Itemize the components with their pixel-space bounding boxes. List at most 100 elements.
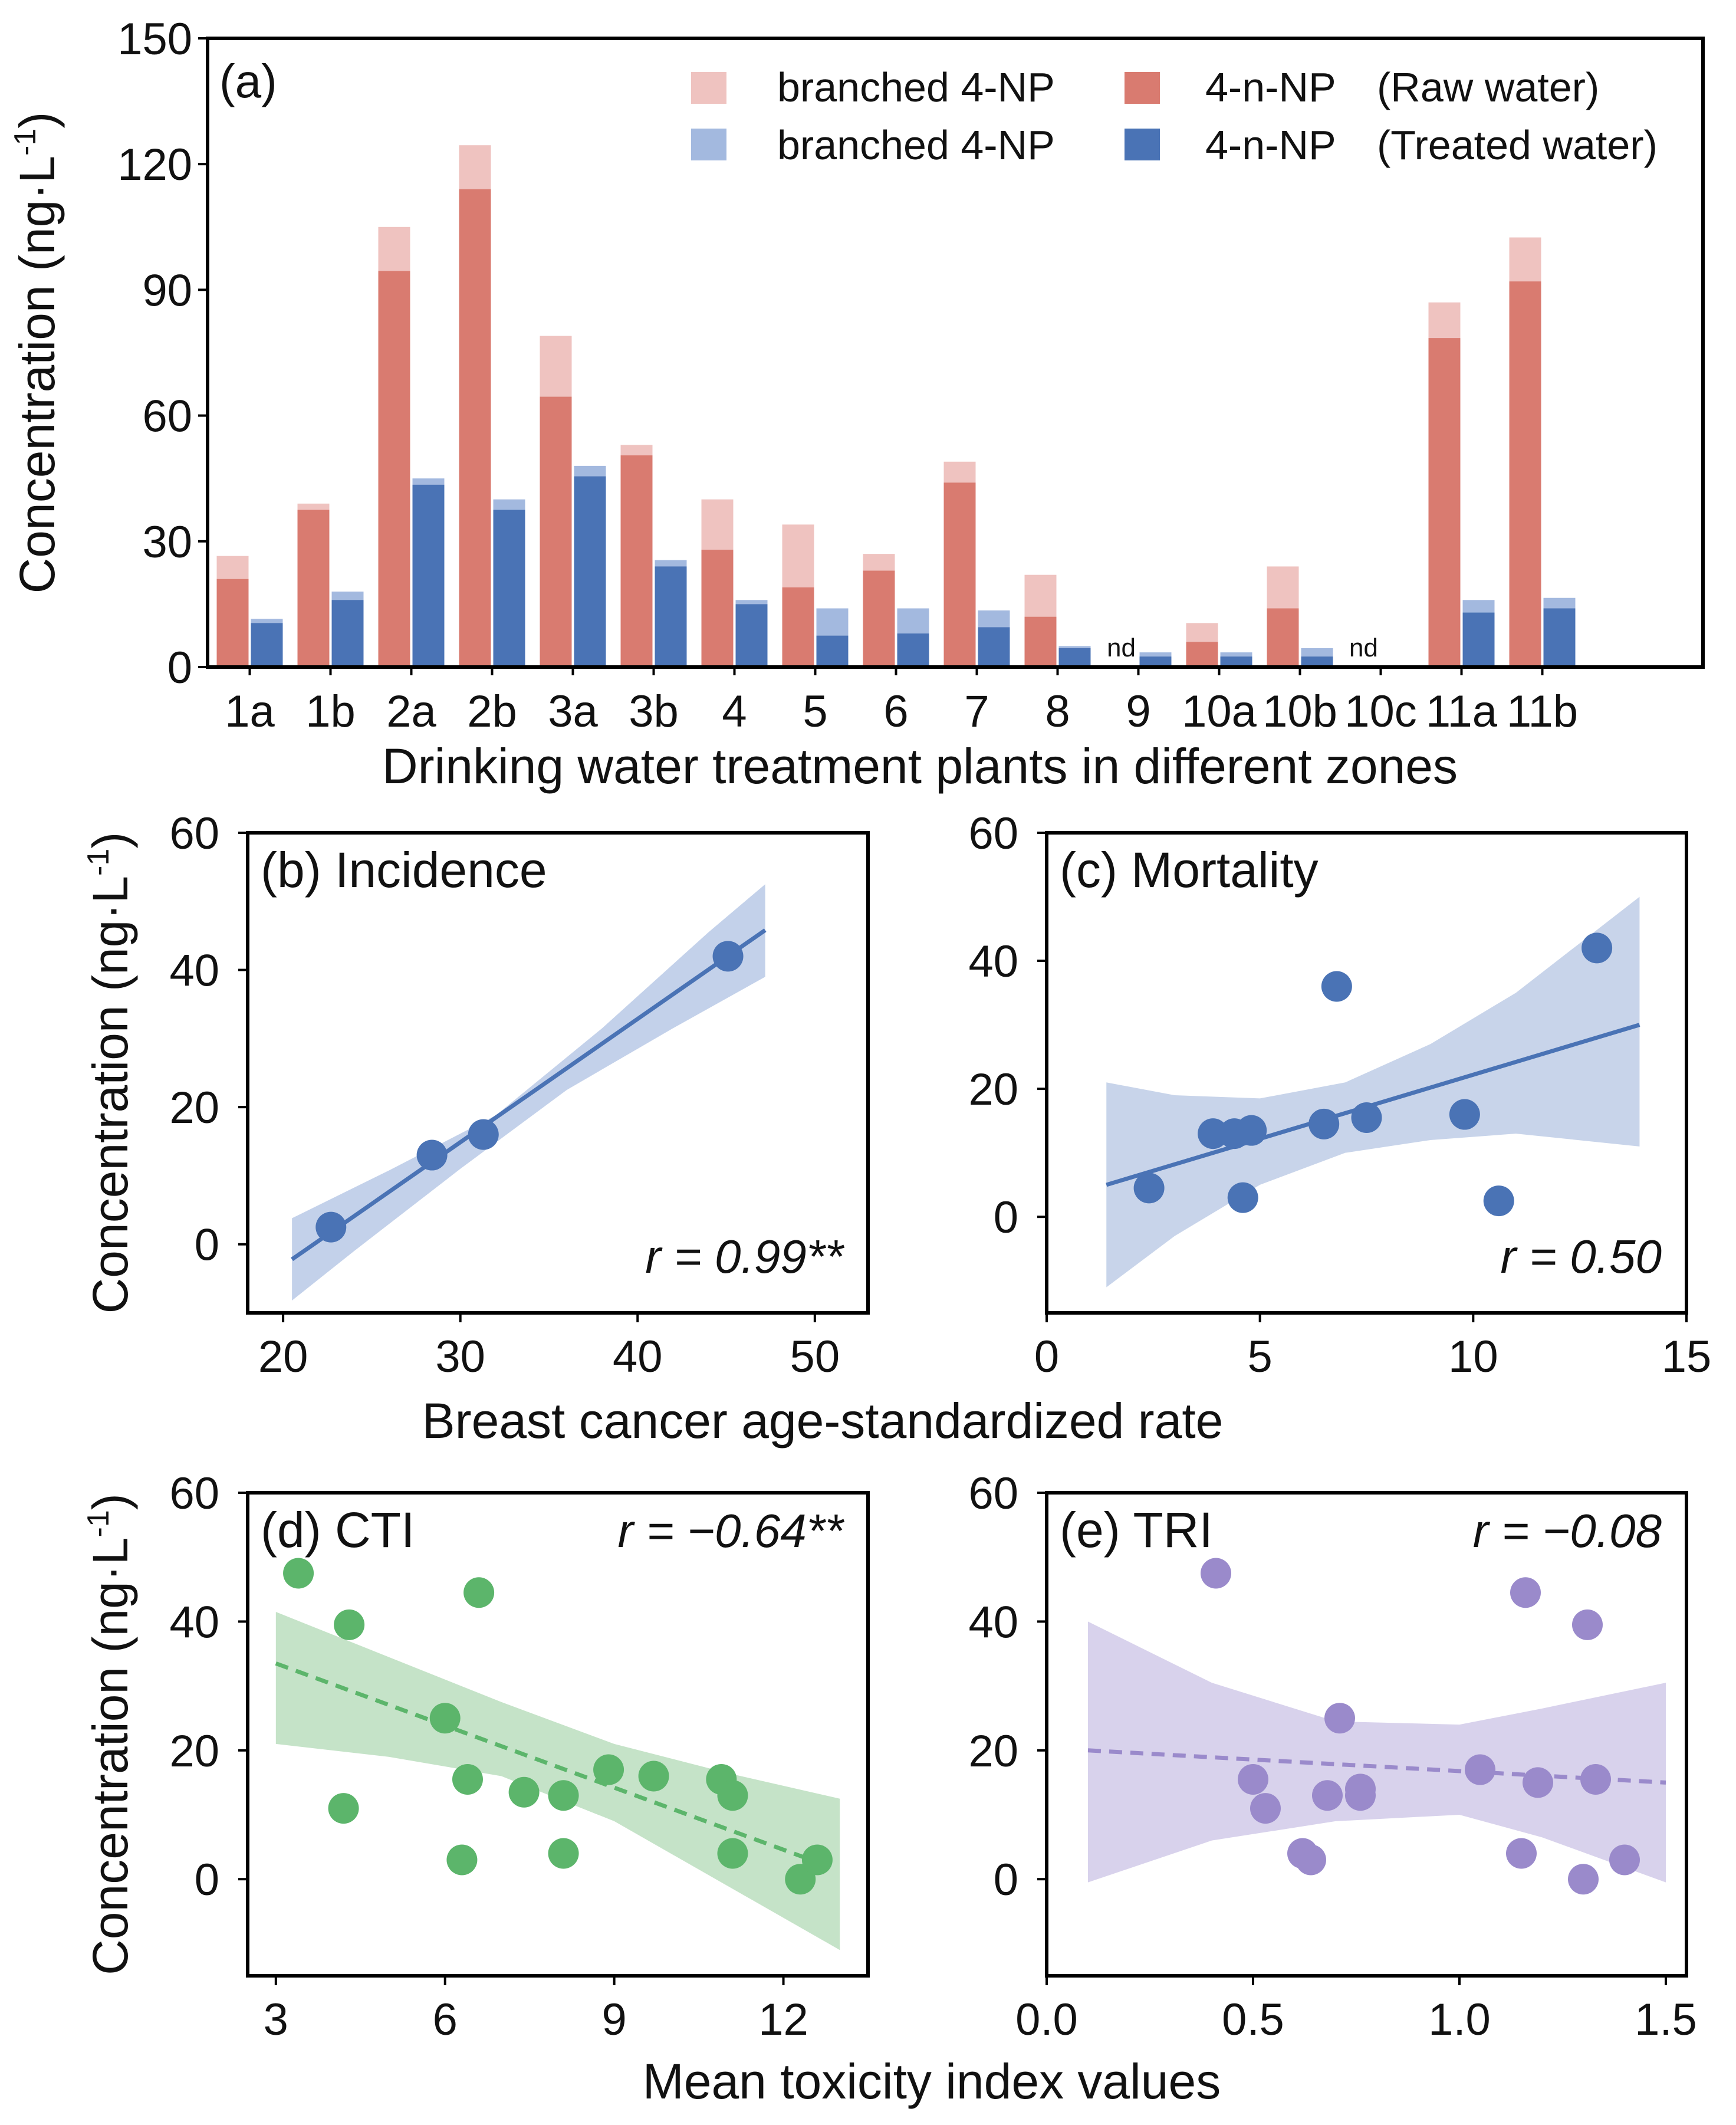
data-point [1609,1844,1640,1876]
data-point [712,941,744,972]
x-tick-label: 9 [1126,687,1150,737]
bar-raw-4nNP [863,570,895,667]
plot-frame [1045,1491,1688,1978]
nd-label: nd [1349,633,1378,662]
x-tick-label: 4 [722,687,747,737]
shared-axis-labels: Breast cancer age-standardized rate Mean… [81,832,1223,2109]
legend-swatch-raw-branched [691,72,726,104]
y-tick-label: 40 [169,946,219,996]
bar-treated-4nNP [735,604,768,667]
data-point [1321,971,1352,1002]
y-tick-label: 30 [142,517,192,567]
data-point [1312,1780,1343,1811]
y-tick-label: 40 [968,1597,1018,1647]
y-tick-label: 60 [968,1469,1018,1519]
x-tick-label: 9 [601,1995,626,2045]
x-tick-label: 12 [758,1995,808,2045]
regression-line [291,928,767,1262]
y-tick-label: 60 [142,392,192,442]
y-axis-label-bc-unit: ·L [83,876,138,920]
data-point [1227,1182,1258,1213]
data-point [717,1838,748,1869]
x-tick-label: 11a [1426,687,1498,737]
bar-raw-4nNP [701,550,734,667]
panel-label: (d) CTI [261,1502,415,1558]
y-axis-label-bc-close: ) [83,832,138,849]
bar-raw-4nNP [459,189,491,668]
x-tick-label: 30 [435,1332,485,1382]
y-tick-label: 20 [968,1065,1018,1115]
data-point [801,1844,833,1876]
data-point [1572,1609,1603,1640]
data-point [1250,1793,1281,1824]
data-point [1324,1703,1355,1734]
legend-label-treated-4nNP: 4-n-NP [1205,122,1336,168]
x-tick-label: 0.0 [1015,1995,1078,2045]
y-axis-label-de-exp: -1 [81,1510,116,1537]
regression-line [1087,1748,1666,1785]
y-tick-label: 60 [169,809,219,859]
bar-treated-4nNP [493,510,525,667]
plot-frame [246,831,870,1315]
x-tick-label: 0.5 [1222,1995,1284,2045]
x-tick-label: 2a [386,687,436,737]
x-tick-label: 6 [883,687,908,737]
x-tick-label: 1a [225,687,275,737]
x-tick-label: 3b [629,687,679,737]
confidence-band [1088,1621,1666,1883]
correlation-annotation: r = 0.99** [645,1230,845,1283]
data-point [1568,1864,1599,1895]
data-point [334,1609,365,1640]
y-tick-label: 40 [169,1597,219,1647]
legend-label-treated-water: (Treated water) [1377,122,1658,168]
y-tick-label: 20 [169,1083,219,1133]
bar-raw-4nNP [1267,608,1299,667]
y-tick-label: 0 [195,1220,219,1270]
y-axis-label-de: Concentration (ng·L-1) [81,1493,138,1975]
x-tick-label: 15 [1662,1332,1712,1382]
bar-treated-4nNP [251,623,283,667]
y-tick-label: 0 [195,1855,219,1905]
legend-swatch-treated-4nNP [1125,129,1160,160]
data-point [548,1838,579,1869]
panel-a-bar-chart: 1a 1b 2a 2b 3a 3b 4 5 6 7 8 nd 9 10a 10b nd 10c 11a 11b 0 30… [8,14,1705,794]
y-tick-label: 90 [142,265,192,316]
y-tick-label: 20 [968,1726,1018,1776]
panel-d-cti-scatter: 0 20 40 60 3 6 9 12 (d) CTI r = −0.64** [169,1469,870,2045]
panel-label: (e) TRI [1060,1502,1213,1558]
x-tick-label: 5 [1248,1332,1273,1382]
bc-x-axis-label: Breast cancer age-standardized rate [422,1393,1224,1449]
data-point [1201,1558,1231,1589]
data-point [1236,1115,1267,1146]
confidence-band [1106,896,1640,1288]
y-tick-label: 60 [968,809,1018,859]
data-point [429,1703,461,1734]
legend-label-treated-branched: branched 4-NP [777,122,1055,168]
bar-raw-4nNP [1428,338,1461,667]
y-axis-label-bc-main: Concentration (ng [83,920,138,1314]
bar-treated-4nNP [574,476,606,667]
data-point [717,1780,748,1811]
bar-raw-4nNP [540,396,572,667]
data-point [1198,1118,1229,1149]
y-axis-label-a-main: Concentration (ng [9,200,65,594]
data-point [593,1754,624,1785]
data-point [283,1558,314,1589]
x-axis-label: Drinking water treatment plants in diffe… [382,738,1458,794]
data-point [508,1776,540,1808]
x-tick-label: 10 [1448,1332,1498,1382]
x-tick-label: 8 [1045,687,1070,737]
x-tick-label: 10a [1182,687,1257,737]
correlation-annotation: r = 0.50 [1500,1230,1662,1283]
bar-treated-4nNP [655,566,687,667]
x-tick-label: 40 [613,1332,663,1382]
y-tick-label: 120 [117,140,192,190]
legend-label-raw-water: (Raw water) [1377,64,1599,110]
bar-treated-4nNP [897,633,929,667]
nd-label: nd [1107,633,1136,662]
plot-frame [1045,831,1688,1315]
panel-label: (c) Mortality [1060,842,1319,898]
data-point [548,1780,579,1811]
data-point [1345,1773,1376,1805]
panel-c-mortality-scatter: 0 20 40 60 0 5 10 15 (c) Mortality r = 0.50 [968,809,1711,1382]
